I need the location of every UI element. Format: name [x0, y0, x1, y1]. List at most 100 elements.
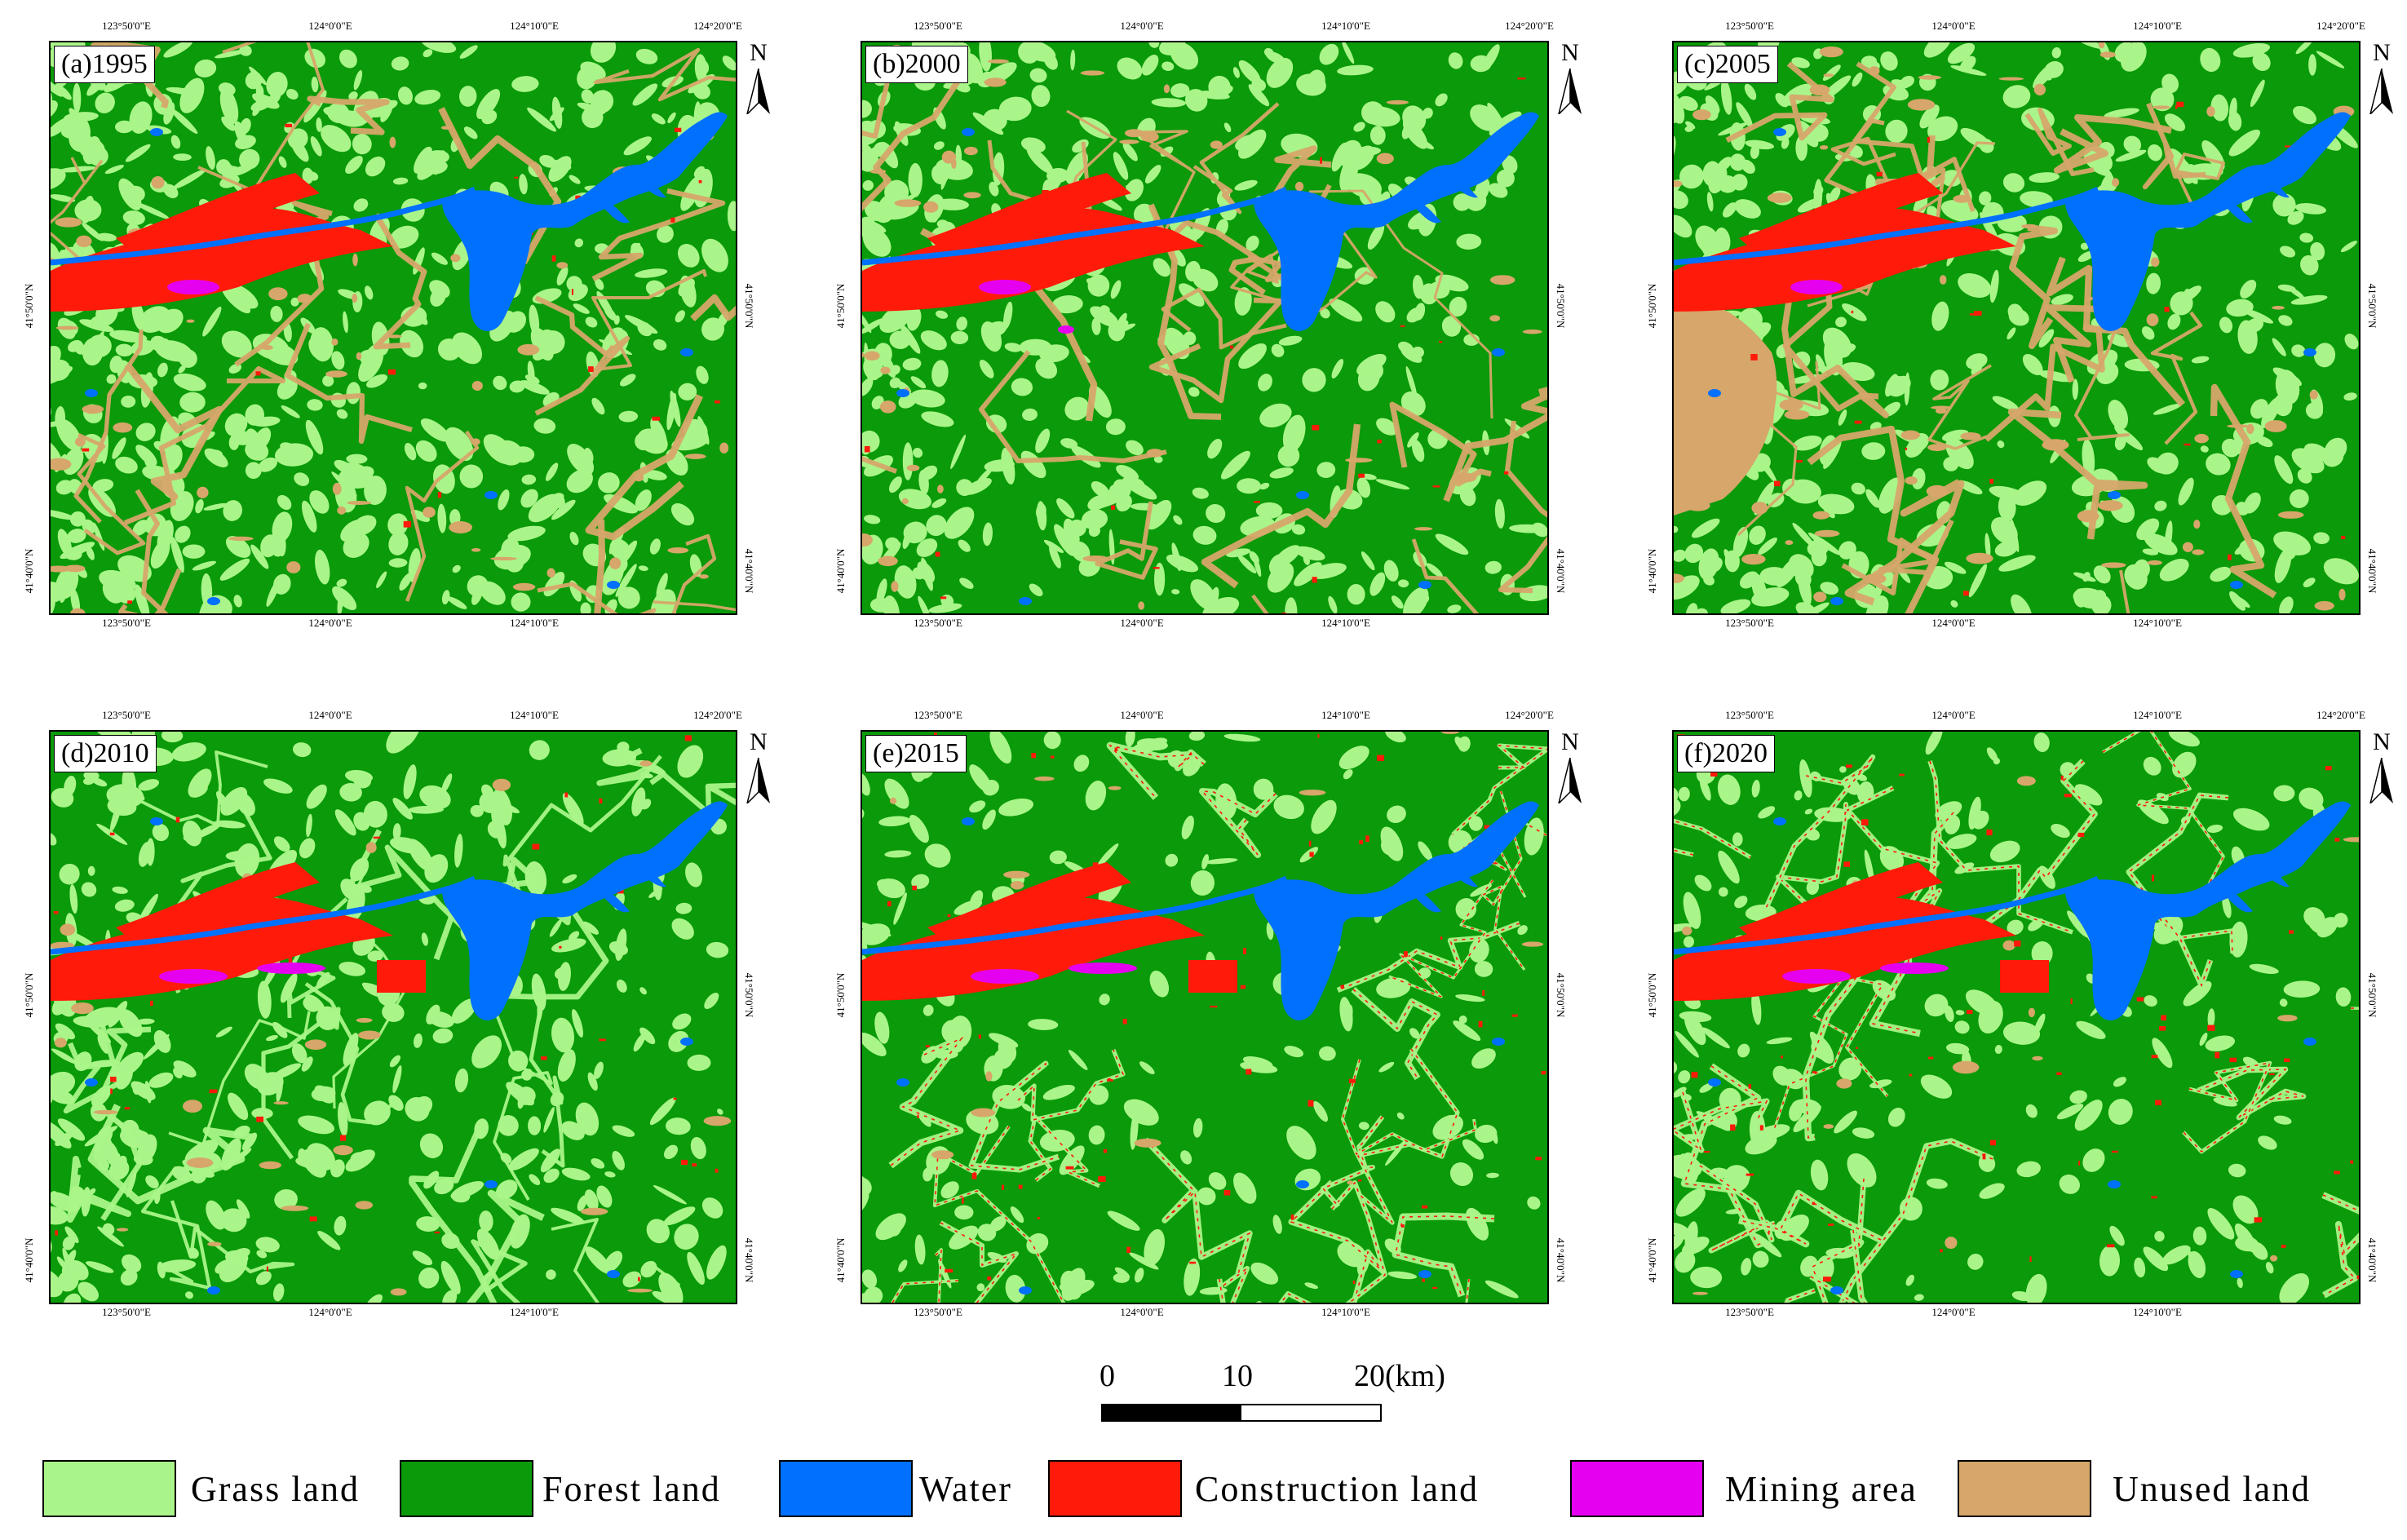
right-latitude-tick: 41°40'0"N	[2366, 548, 2378, 594]
bottom-longitude-tick: 124°0'0"E	[1931, 617, 1976, 629]
map-panel-2: 123°50'0"E 124°0'0"E 124°10'0"E 124°20'0"E 1…	[812, 0, 1635, 685]
left-latitude-tick: 41°40'0"N	[1646, 548, 1658, 594]
legend-swatch	[42, 1460, 176, 1517]
north-arrow-icon: N	[1554, 730, 1586, 803]
top-longitude-tick: 124°20'0"E	[2316, 20, 2365, 32]
legend-swatch	[1570, 1460, 1704, 1517]
left-latitude-tick: 41°40'0"N	[1646, 1237, 1658, 1283]
land-cover-raster	[862, 732, 1547, 1303]
land-cover-raster	[1674, 42, 2359, 613]
bottom-longitude-tick: 123°50'0"E	[102, 617, 151, 629]
land-use-map: (b)2000	[861, 41, 1549, 615]
bottom-longitude-tick: 124°10'0"E	[2133, 617, 2182, 629]
top-longitude-tick: 124°10'0"E	[2133, 20, 2182, 32]
bottom-longitude-tick: 123°50'0"E	[1725, 617, 1774, 629]
right-latitude-tick: 41°40'0"N	[1555, 548, 1567, 594]
left-latitude-tick: 41°50'0"N	[834, 972, 847, 1018]
legend-label: Water	[919, 1469, 1012, 1509]
bottom-longitude-tick: 123°50'0"E	[1725, 1306, 1774, 1318]
top-longitude-tick: 123°50'0"E	[1725, 709, 1774, 721]
top-longitude-tick: 123°50'0"E	[102, 20, 151, 32]
right-latitude-tick: 41°40'0"N	[743, 1237, 755, 1283]
north-arrow-icon: N	[2365, 41, 2398, 114]
legend-label: Mining area	[1725, 1469, 1918, 1509]
land-cover-raster	[1674, 732, 2359, 1303]
top-longitude-tick: 124°0'0"E	[1931, 709, 1976, 721]
scale-bar: 0 10 20(km)	[1085, 1358, 1445, 1432]
right-latitude-tick: 41°50'0"N	[2366, 283, 2378, 329]
legend-swatch	[400, 1460, 533, 1517]
legend-label: Grass land	[191, 1469, 360, 1509]
land-cover-raster	[51, 732, 736, 1303]
right-latitude-tick: 41°50'0"N	[743, 283, 755, 329]
north-label: N	[1561, 39, 1579, 66]
legend-label: Construction land	[1195, 1469, 1480, 1509]
right-latitude-tick: 41°50'0"N	[1555, 283, 1567, 329]
left-latitude-tick: 41°50'0"N	[1646, 283, 1658, 329]
bottom-longitude-tick: 124°10'0"E	[510, 1306, 559, 1318]
map-panel-5: 123°50'0"E 124°0'0"E 124°10'0"E 124°20'0"E 1…	[812, 689, 1635, 1374]
left-latitude-tick: 41°40'0"N	[23, 1237, 35, 1283]
panel-label: (c)2005	[1677, 46, 1778, 83]
bottom-longitude-tick: 124°0'0"E	[1931, 1306, 1976, 1318]
bottom-longitude-tick: 124°10'0"E	[1321, 1306, 1370, 1318]
right-latitude-tick: 41°40'0"N	[1555, 1237, 1567, 1283]
bottom-longitude-tick: 123°50'0"E	[102, 1306, 151, 1318]
land-use-map: (a)1995	[49, 41, 737, 615]
right-latitude-tick: 41°50'0"N	[743, 972, 755, 1018]
bottom-longitude-tick: 124°0'0"E	[308, 1306, 352, 1318]
land-use-map: (c)2005	[1672, 41, 2361, 615]
scale-segment-black	[1101, 1404, 1243, 1422]
left-latitude-tick: 41°40'0"N	[834, 1237, 847, 1283]
left-latitude-tick: 41°50'0"N	[1646, 972, 1658, 1018]
panel-label: (d)2010	[54, 735, 157, 772]
top-longitude-tick: 124°10'0"E	[510, 709, 559, 721]
top-longitude-tick: 124°0'0"E	[1931, 20, 1976, 32]
top-longitude-tick: 124°10'0"E	[1321, 20, 1370, 32]
top-longitude-tick: 124°10'0"E	[1321, 709, 1370, 721]
left-latitude-tick: 41°40'0"N	[834, 548, 847, 594]
map-panel-4: 123°50'0"E 124°0'0"E 124°10'0"E 124°20'0"E 1…	[0, 689, 824, 1374]
panel-label: (e)2015	[865, 735, 967, 772]
top-longitude-tick: 124°0'0"E	[1120, 20, 1164, 32]
top-longitude-tick: 123°50'0"E	[914, 709, 962, 721]
land-use-map: (d)2010	[49, 730, 737, 1304]
legend: Grass land Forest land Water Constructio…	[0, 1452, 2407, 1533]
top-longitude-tick: 124°20'0"E	[1505, 709, 1554, 721]
top-longitude-tick: 123°50'0"E	[1725, 20, 1774, 32]
north-arrow-icon: N	[1554, 41, 1586, 114]
right-latitude-tick: 41°50'0"N	[2366, 972, 2378, 1018]
panel-label: (a)1995	[54, 46, 155, 83]
north-arrow-icon: N	[2365, 730, 2398, 803]
land-cover-raster	[51, 42, 736, 613]
top-longitude-tick: 124°20'0"E	[693, 20, 742, 32]
top-longitude-tick: 124°0'0"E	[1120, 709, 1164, 721]
top-longitude-tick: 124°20'0"E	[693, 709, 742, 721]
right-latitude-tick: 41°40'0"N	[2366, 1237, 2378, 1283]
north-arrow-icon: N	[742, 730, 775, 803]
map-panel-6: 123°50'0"E 124°0'0"E 124°10'0"E 124°20'0"E 1…	[1623, 689, 2407, 1374]
top-longitude-tick: 123°50'0"E	[102, 709, 151, 721]
north-label: N	[1561, 728, 1579, 755]
north-label: N	[2373, 39, 2391, 66]
bottom-longitude-tick: 124°0'0"E	[308, 617, 352, 629]
top-longitude-tick: 124°10'0"E	[2133, 709, 2182, 721]
legend-label: Unused land	[2113, 1469, 2312, 1509]
scale-label-20: 20(km)	[1354, 1359, 1445, 1393]
bottom-longitude-tick: 123°50'0"E	[914, 1306, 962, 1318]
legend-swatch	[1048, 1460, 1182, 1517]
map-panel-1: 123°50'0"E 124°0'0"E 124°10'0"E 124°20'0"E 1…	[0, 0, 824, 685]
bottom-longitude-tick: 124°0'0"E	[1120, 1306, 1164, 1318]
right-latitude-tick: 41°50'0"N	[1555, 972, 1567, 1018]
scale-label-0: 0	[1100, 1359, 1115, 1393]
top-longitude-tick: 124°0'0"E	[308, 20, 352, 32]
scale-segment-white	[1240, 1404, 1382, 1422]
left-latitude-tick: 41°50'0"N	[834, 283, 847, 329]
bottom-longitude-tick: 124°10'0"E	[510, 617, 559, 629]
map-panel-3: 123°50'0"E 124°0'0"E 124°10'0"E 124°20'0"E 1…	[1623, 0, 2407, 685]
panel-label: (b)2000	[865, 46, 968, 83]
panel-label: (f)2020	[1677, 735, 1775, 772]
left-latitude-tick: 41°50'0"N	[23, 972, 35, 1018]
north-label: N	[750, 39, 768, 66]
legend-swatch	[1958, 1460, 2091, 1517]
